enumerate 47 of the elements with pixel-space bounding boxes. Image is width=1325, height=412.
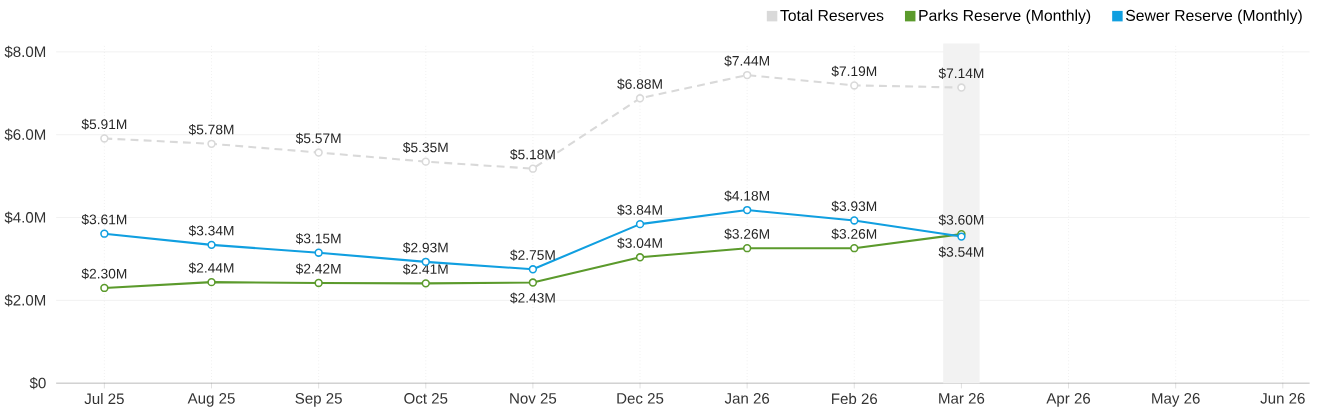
data-label: $3.54M [938, 246, 984, 258]
x-tick-label: Oct 25 [404, 393, 448, 404]
data-label: $5.57M [295, 132, 341, 144]
data-label: $7.19M [831, 65, 877, 77]
x-tick-label: Mar 26 [939, 393, 985, 404]
data-label: $5.78M [188, 124, 234, 136]
data-label: $3.26M [831, 228, 877, 240]
x-tick-label: Aug 25 [187, 393, 235, 407]
data-label: $6.88M [617, 78, 662, 90]
y-tick-label: $2.0M [4, 294, 46, 307]
data-label: $3.15M [295, 233, 341, 245]
x-tick-label: May 26 [1152, 393, 1200, 407]
data-label: $2.30M [81, 268, 127, 280]
data-label: $2.93M [402, 242, 448, 254]
data-label: $7.14M [938, 67, 984, 79]
data-label: $2.75M [510, 249, 555, 261]
legend-label: Parks Reserve (Monthly) [919, 9, 1091, 25]
x-tick-label: Dec 25 [617, 393, 664, 404]
legend-label: Total Reserves [780, 9, 884, 21]
legend-label: Sewer Reserve (Monthly) [1125, 9, 1302, 25]
data-label: $5.18M [510, 148, 555, 161]
data-label: $3.34M [188, 225, 234, 237]
data-label: $5.35M [402, 141, 448, 154]
y-tick-label: $4.0M [4, 211, 46, 224]
x-tick-label: Sep 25 [295, 393, 342, 407]
x-tick-label: Apr 26 [1046, 393, 1091, 407]
data-label: $2.44M [188, 262, 234, 274]
x-tick-label: Jun 26 [1260, 393, 1305, 404]
data-label: $5.91M [81, 118, 127, 130]
data-label: $2.42M [295, 263, 341, 275]
data-label: $3.60M [938, 214, 984, 226]
y-tick-label: $6.0M [4, 128, 46, 141]
data-label: $3.93M [831, 200, 877, 212]
data-label: $7.44M [724, 55, 769, 67]
data-label: $4.18M [724, 190, 769, 202]
data-label: $3.26M [724, 228, 769, 240]
data-label: $2.41M [402, 263, 448, 275]
data-label: $2.43M [510, 292, 555, 304]
x-tick-label: Nov 25 [510, 393, 557, 404]
data-label: $3.04M [617, 237, 662, 249]
data-label: $3.61M [81, 213, 127, 226]
x-tick-label: Feb 26 [832, 393, 878, 405]
x-tick-label: Jan 26 [724, 393, 770, 404]
data-label: $3.84M [617, 204, 662, 216]
y-tick-label: $8.0M [4, 45, 46, 58]
y-tick-label: $0 [29, 377, 46, 390]
x-tick-label: Jul 25 [84, 393, 124, 405]
